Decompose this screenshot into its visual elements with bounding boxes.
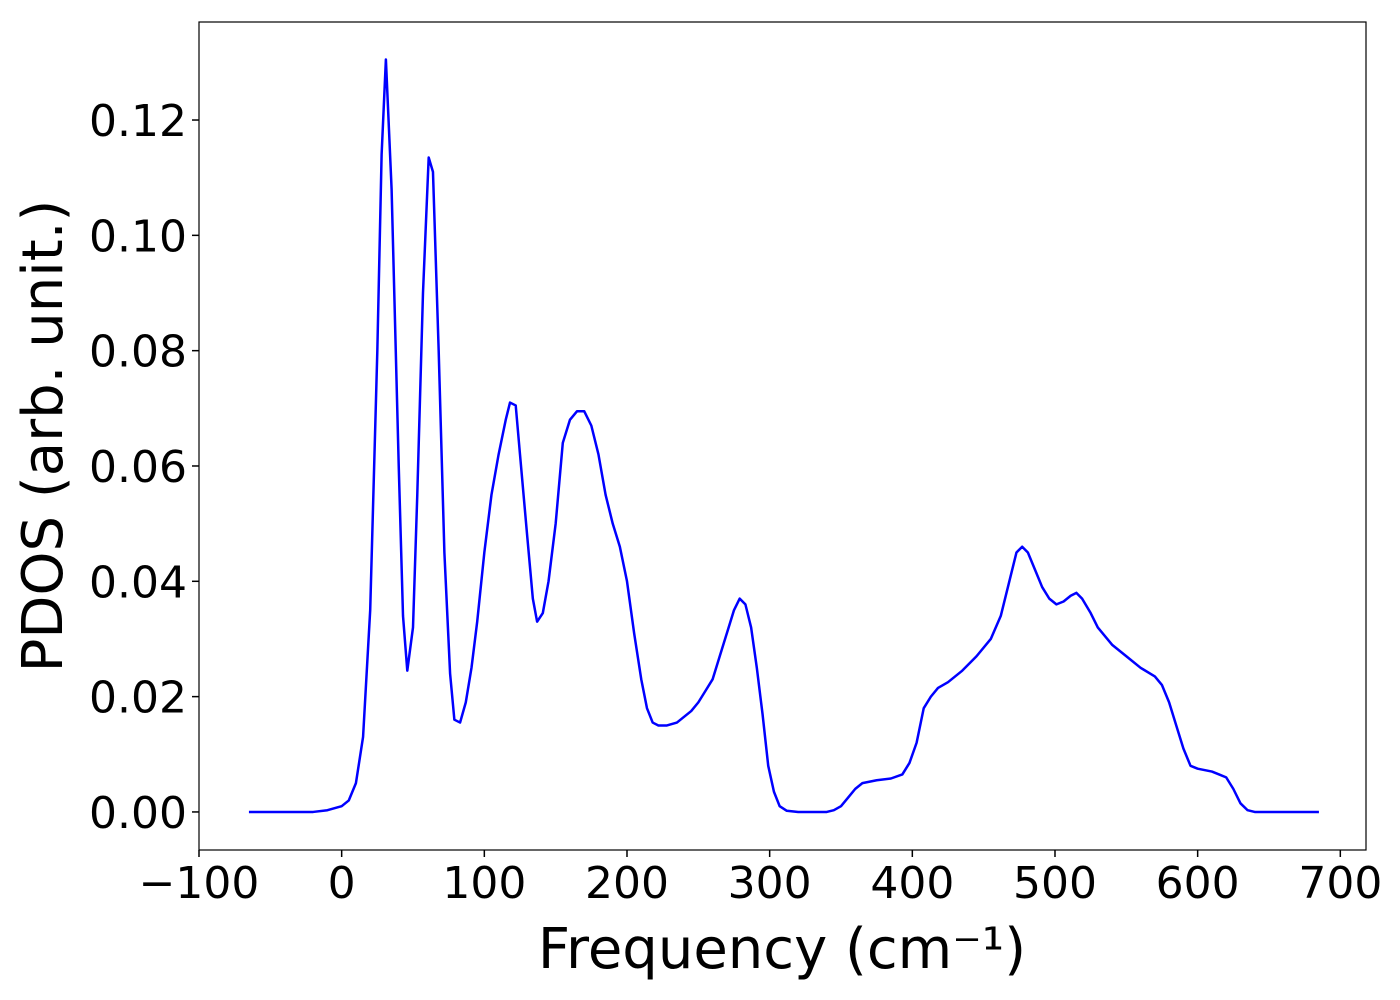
x-tick-label: 0 (328, 858, 356, 909)
x-tick-label: 200 (585, 858, 669, 909)
y-tick-label: 0.06 (89, 442, 187, 493)
y-tick-label: 0.12 (89, 96, 187, 147)
y-tick-label: 0.08 (89, 327, 187, 378)
y-tick-label: 0.02 (89, 673, 187, 724)
x-tick-label: 400 (870, 858, 954, 909)
x-tick-label: −100 (139, 858, 260, 909)
x-tick-label: 500 (1013, 858, 1097, 909)
plot-frame (198, 21, 1367, 851)
y-tick-label: 0.04 (89, 557, 187, 608)
y-axis-label: PDOS (arb. unit.) (11, 200, 76, 673)
x-tick-label: 300 (728, 858, 812, 909)
x-tick-label: 700 (1298, 858, 1382, 909)
y-tick-label: 0.00 (89, 788, 187, 839)
y-tick-label: 0.10 (89, 211, 187, 262)
x-axis-label: Frequency (cm⁻¹) (538, 917, 1026, 982)
x-tick-label: 100 (442, 858, 526, 909)
x-tick-label: 600 (1156, 858, 1240, 909)
line-series (248, 58, 1319, 814)
